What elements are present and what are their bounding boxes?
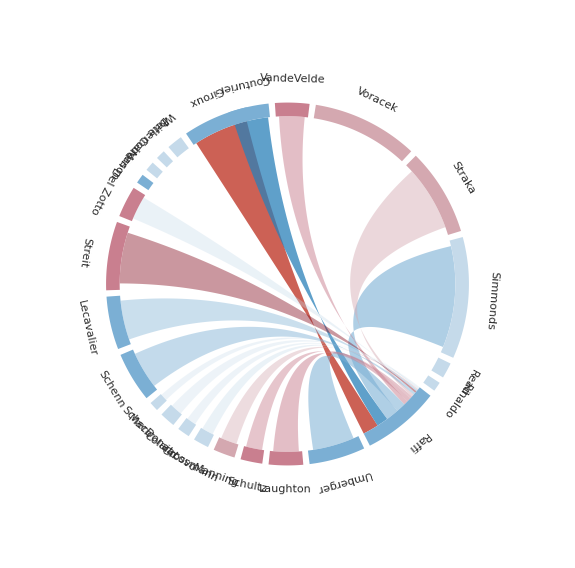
Text: VandeVelde: VandeVelde	[260, 73, 325, 85]
Polygon shape	[119, 188, 145, 221]
Polygon shape	[120, 233, 416, 392]
Polygon shape	[186, 107, 250, 145]
Text: Giroux: Giroux	[187, 84, 224, 108]
Polygon shape	[269, 451, 304, 465]
Polygon shape	[423, 375, 440, 391]
Text: Grossmann: Grossmann	[159, 445, 220, 484]
Text: Schultz: Schultz	[225, 476, 267, 494]
Text: Rinaldo: Rinaldo	[440, 380, 473, 420]
Polygon shape	[196, 121, 378, 433]
Text: Streit: Streit	[78, 236, 93, 268]
Text: Mason: Mason	[106, 147, 135, 182]
Text: Couturier: Couturier	[216, 73, 270, 94]
Polygon shape	[228, 103, 270, 126]
Polygon shape	[187, 343, 419, 424]
Text: Coburn: Coburn	[115, 132, 148, 169]
Polygon shape	[273, 352, 411, 452]
Polygon shape	[406, 156, 461, 235]
Polygon shape	[121, 349, 157, 398]
Text: White: White	[144, 110, 176, 137]
Polygon shape	[162, 337, 420, 400]
Text: Colaiacovo: Colaiacovo	[142, 431, 198, 474]
Polygon shape	[168, 137, 189, 157]
Polygon shape	[106, 222, 130, 290]
Text: Laughton: Laughton	[259, 484, 312, 494]
Polygon shape	[172, 340, 420, 414]
Polygon shape	[235, 118, 387, 425]
Polygon shape	[308, 436, 364, 464]
Polygon shape	[246, 351, 412, 450]
Polygon shape	[308, 352, 404, 450]
Polygon shape	[202, 345, 419, 434]
Polygon shape	[441, 237, 469, 358]
Polygon shape	[147, 162, 163, 178]
Polygon shape	[137, 175, 154, 190]
Polygon shape	[178, 418, 196, 436]
Text: Schern: Schern	[120, 405, 153, 440]
Polygon shape	[240, 446, 264, 463]
Text: Straka: Straka	[450, 160, 477, 197]
Text: Raffi: Raffi	[405, 430, 431, 454]
Polygon shape	[106, 296, 131, 349]
Polygon shape	[279, 116, 408, 404]
Text: Umberger: Umberger	[316, 469, 372, 494]
Polygon shape	[348, 246, 455, 419]
Text: Del Zotto: Del Zotto	[89, 165, 121, 216]
Text: Bellemare: Bellemare	[120, 114, 167, 161]
Text: Lecavalier: Lecavalier	[76, 299, 98, 357]
Text: MacDonald: MacDonald	[125, 414, 178, 462]
Text: Schenn: Schenn	[97, 369, 126, 410]
Polygon shape	[135, 327, 415, 395]
Text: Manning: Manning	[191, 463, 240, 489]
Polygon shape	[214, 437, 239, 457]
Text: Read: Read	[457, 367, 479, 396]
Polygon shape	[350, 172, 446, 396]
Polygon shape	[133, 198, 419, 389]
Text: Simmonds: Simmonds	[485, 270, 499, 330]
Polygon shape	[194, 428, 214, 447]
Polygon shape	[157, 151, 173, 168]
Polygon shape	[162, 405, 182, 425]
Polygon shape	[151, 394, 167, 410]
Polygon shape	[121, 298, 417, 391]
Polygon shape	[364, 387, 431, 446]
Polygon shape	[431, 358, 451, 378]
Polygon shape	[275, 103, 309, 118]
Text: Voracek: Voracek	[355, 85, 400, 114]
Polygon shape	[221, 347, 418, 444]
Polygon shape	[314, 105, 411, 161]
